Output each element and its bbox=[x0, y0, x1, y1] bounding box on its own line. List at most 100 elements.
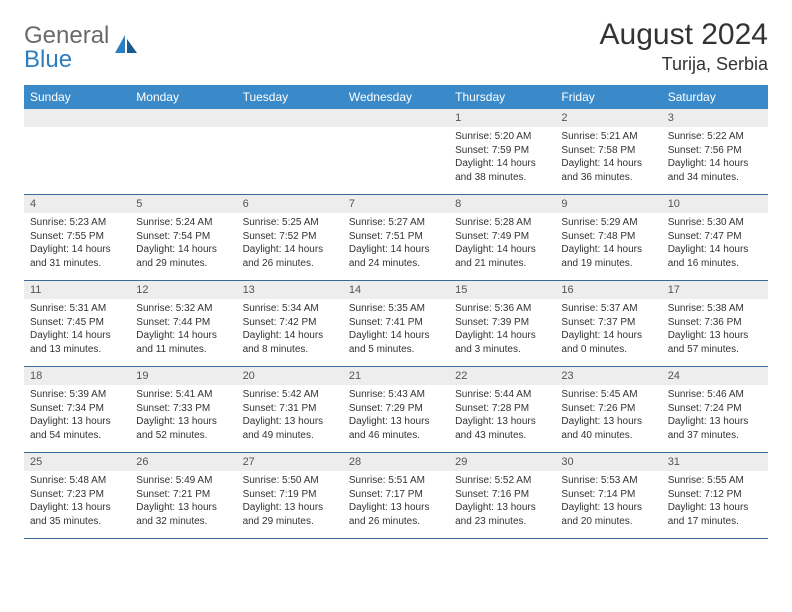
daylight-line: Daylight: 14 hours and 5 minutes. bbox=[349, 330, 430, 355]
day-number-cell: 5 bbox=[130, 195, 236, 214]
week-separator bbox=[24, 538, 768, 539]
logo: General Blue bbox=[24, 18, 139, 72]
sunset-line: Sunset: 7:31 PM bbox=[243, 403, 317, 414]
calendar-page: General Blue August 2024 Turija, Serbia … bbox=[0, 0, 792, 557]
day-number-cell: 20 bbox=[237, 367, 343, 386]
sunset-line: Sunset: 7:37 PM bbox=[561, 317, 635, 328]
day-info-cell: Sunrise: 5:46 AMSunset: 7:24 PMDaylight:… bbox=[662, 385, 768, 452]
calendar-table: Sunday Monday Tuesday Wednesday Thursday… bbox=[24, 85, 768, 539]
daylight-line: Daylight: 14 hours and 13 minutes. bbox=[30, 330, 111, 355]
sunset-line: Sunset: 7:56 PM bbox=[668, 145, 742, 156]
week-info-row: Sunrise: 5:39 AM Sunset: 7:34 PM Daylight:… bbox=[24, 385, 768, 452]
sunrise-line: Sunrise: 5:39 AM bbox=[30, 389, 106, 400]
day-info-cell: Sunrise: 5:35 AMSunset: 7:41 PMDaylight:… bbox=[343, 299, 449, 366]
day-info-cell: Sunrise: 5:36 AMSunset: 7:39 PMDaylight:… bbox=[449, 299, 555, 366]
daylight-line: Daylight: 13 hours and 57 minutes. bbox=[668, 330, 749, 355]
sunset-line: Sunset: 7:47 PM bbox=[668, 231, 742, 242]
sunrise-line: Sunrise: 5:36 AM bbox=[455, 303, 531, 314]
sunrise-line: Sunrise: 5:32 AM bbox=[136, 303, 212, 314]
week-daynum-row: 123 bbox=[24, 109, 768, 127]
day-number-cell: 30 bbox=[555, 453, 661, 472]
day-info-cell: Sunrise: 5:27 AMSunset: 7:51 PMDaylight:… bbox=[343, 213, 449, 280]
daylight-line: Daylight: 14 hours and 16 minutes. bbox=[668, 244, 749, 269]
day-number-cell: 8 bbox=[449, 195, 555, 214]
day-info-cell: Sunrise: 5:42 AMSunset: 7:31 PMDaylight:… bbox=[237, 385, 343, 452]
day-number-cell: 19 bbox=[130, 367, 236, 386]
day-info-cell: Sunrise: 5:25 AMSunset: 7:52 PMDaylight:… bbox=[237, 213, 343, 280]
sunset-line: Sunset: 7:26 PM bbox=[561, 403, 635, 414]
sunset-line: Sunset: 7:21 PM bbox=[136, 489, 210, 500]
sunrise-line: Sunrise: 5:23 AM bbox=[30, 217, 106, 228]
daylight-line: Daylight: 13 hours and 52 minutes. bbox=[136, 416, 217, 441]
sunset-line: Sunset: 7:45 PM bbox=[30, 317, 104, 328]
sunset-line: Sunset: 7:14 PM bbox=[561, 489, 635, 500]
day-number-cell: 28 bbox=[343, 453, 449, 472]
daylight-line: Daylight: 13 hours and 23 minutes. bbox=[455, 502, 536, 527]
daylight-line: Daylight: 14 hours and 0 minutes. bbox=[561, 330, 642, 355]
sunrise-line: Sunrise: 5:42 AM bbox=[243, 389, 319, 400]
day-header: Wednesday bbox=[343, 85, 449, 109]
day-info-cell: Sunrise: 5:44 AMSunset: 7:28 PMDaylight:… bbox=[449, 385, 555, 452]
day-info-cell: Sunrise: 5:43 AMSunset: 7:29 PMDaylight:… bbox=[343, 385, 449, 452]
daylight-line: Daylight: 14 hours and 31 minutes. bbox=[30, 244, 111, 269]
sunset-line: Sunset: 7:36 PM bbox=[668, 317, 742, 328]
daylight-line: Daylight: 13 hours and 32 minutes. bbox=[136, 502, 217, 527]
day-info-cell bbox=[130, 127, 236, 194]
day-number-cell: 14 bbox=[343, 281, 449, 300]
daylight-line: Daylight: 14 hours and 38 minutes. bbox=[455, 158, 536, 183]
sunset-line: Sunset: 7:42 PM bbox=[243, 317, 317, 328]
sunrise-line: Sunrise: 5:30 AM bbox=[668, 217, 744, 228]
daylight-line: Daylight: 13 hours and 40 minutes. bbox=[561, 416, 642, 441]
day-number-cell: 12 bbox=[130, 281, 236, 300]
sunrise-line: Sunrise: 5:24 AM bbox=[136, 217, 212, 228]
daylight-line: Daylight: 14 hours and 11 minutes. bbox=[136, 330, 217, 355]
sunset-line: Sunset: 7:49 PM bbox=[455, 231, 529, 242]
sunset-line: Sunset: 7:33 PM bbox=[136, 403, 210, 414]
daylight-line: Daylight: 13 hours and 46 minutes. bbox=[349, 416, 430, 441]
sunset-line: Sunset: 7:24 PM bbox=[668, 403, 742, 414]
sunrise-line: Sunrise: 5:28 AM bbox=[455, 217, 531, 228]
sunset-line: Sunset: 7:44 PM bbox=[136, 317, 210, 328]
day-info-cell: Sunrise: 5:41 AMSunset: 7:33 PMDaylight:… bbox=[130, 385, 236, 452]
daylight-line: Daylight: 14 hours and 29 minutes. bbox=[136, 244, 217, 269]
sunrise-line: Sunrise: 5:46 AM bbox=[668, 389, 744, 400]
sunrise-line: Sunrise: 5:43 AM bbox=[349, 389, 425, 400]
day-info-cell: Sunrise: 5:38 AMSunset: 7:36 PMDaylight:… bbox=[662, 299, 768, 366]
day-number-cell: 1 bbox=[449, 109, 555, 127]
sunrise-line: Sunrise: 5:25 AM bbox=[243, 217, 319, 228]
sunset-line: Sunset: 7:52 PM bbox=[243, 231, 317, 242]
sunset-line: Sunset: 7:34 PM bbox=[30, 403, 104, 414]
week-info-row: Sunrise: 5:23 AM Sunset: 7:55 PM Daylight:… bbox=[24, 213, 768, 280]
sunset-line: Sunset: 7:55 PM bbox=[30, 231, 104, 242]
day-info-cell: Sunrise: 5:30 AM Sunset: 7:47 PM Daylight:… bbox=[662, 213, 768, 280]
day-number-cell: 22 bbox=[449, 367, 555, 386]
sunrise-line: Sunrise: 5:55 AM bbox=[668, 475, 744, 486]
sunrise-line: Sunrise: 5:35 AM bbox=[349, 303, 425, 314]
day-number-cell: 31 bbox=[662, 453, 768, 472]
day-header: Tuesday bbox=[237, 85, 343, 109]
day-header: Sunday bbox=[24, 85, 130, 109]
page-title: August 2024 bbox=[600, 18, 768, 52]
day-info-cell: Sunrise: 5:24 AM Sunset: 7:54 PM Daylight:… bbox=[130, 213, 236, 280]
daylight-line: Daylight: 14 hours and 36 minutes. bbox=[561, 158, 642, 183]
day-number-cell: 15 bbox=[449, 281, 555, 300]
location: Turija, Serbia bbox=[600, 54, 768, 75]
day-info-cell: Sunrise: 5:48 AMSunset: 7:23 PMDaylight:… bbox=[24, 471, 130, 538]
day-info-cell: Sunrise: 5:39 AMSunset: 7:34 PMDaylight:… bbox=[24, 385, 130, 452]
day-number-cell: 4 bbox=[24, 195, 130, 214]
sunrise-line: Sunrise: 5:51 AM bbox=[349, 475, 425, 486]
sunrise-line: Sunrise: 5:50 AM bbox=[243, 475, 319, 486]
day-info-cell: Sunrise: 5:31 AMSunset: 7:45 PMDaylight:… bbox=[24, 299, 130, 366]
day-number-cell bbox=[343, 109, 449, 127]
day-number-cell: 23 bbox=[555, 367, 661, 386]
day-number-cell: 24 bbox=[662, 367, 768, 386]
sunrise-line: Sunrise: 5:49 AM bbox=[136, 475, 212, 486]
daylight-line: Daylight: 13 hours and 20 minutes. bbox=[561, 502, 642, 527]
day-header: Monday bbox=[130, 85, 236, 109]
week-daynum-row: 18192021222324 bbox=[24, 367, 768, 386]
day-number-cell: 16 bbox=[555, 281, 661, 300]
sunset-line: Sunset: 7:54 PM bbox=[136, 231, 210, 242]
day-header: Friday bbox=[555, 85, 661, 109]
daylight-line: Daylight: 14 hours and 19 minutes. bbox=[561, 244, 642, 269]
sunset-line: Sunset: 7:23 PM bbox=[30, 489, 104, 500]
